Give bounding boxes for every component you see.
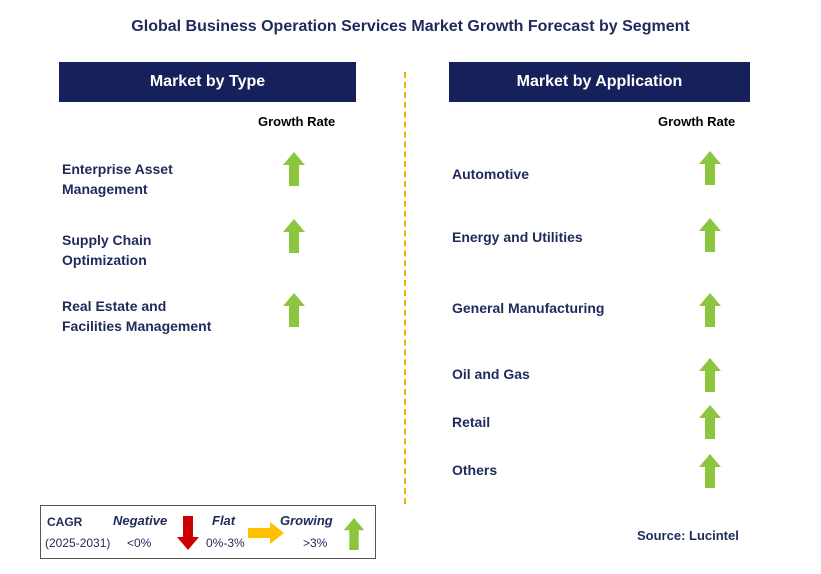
arrow-up-icon — [699, 218, 721, 252]
market-by-application-header: Market by Application — [449, 62, 750, 102]
source-label: Source: Lucintel — [637, 528, 739, 543]
arrow-up-icon — [699, 358, 721, 392]
arrow-up-icon — [283, 219, 305, 253]
arrow-up-icon — [283, 293, 305, 327]
right-growth-rate-label: Growth Rate — [658, 114, 736, 129]
legend-cagr-label: CAGR — [47, 515, 83, 529]
arrow-up-icon — [699, 454, 721, 488]
page-title: Global Business Operation Services Marke… — [131, 18, 690, 35]
type-item-real-estate-facilities-management: Real Estate and Facilities Management — [62, 298, 212, 334]
legend-flat-label: Flat — [212, 513, 236, 528]
application-item-general-manufacturing: General Manufacturing — [452, 300, 605, 316]
market-by-type-header: Market by Type — [59, 62, 356, 102]
arrow-down-icon — [177, 516, 199, 550]
arrow-up-icon — [699, 151, 721, 185]
arrow-up-icon — [699, 405, 721, 439]
application-item-oil-and-gas: Oil and Gas — [452, 366, 530, 382]
legend-period: (2025-2031) — [45, 536, 111, 550]
legend-growing-range: >3% — [303, 536, 328, 550]
cagr-legend: CAGR (2025-2031) Negative <0% Flat 0%-3%… — [40, 505, 376, 559]
type-item-enterprise-asset-management: Enterprise Asset Management — [62, 161, 173, 197]
panel-divider — [404, 72, 406, 504]
application-item-automotive: Automotive — [452, 166, 529, 182]
arrow-up-icon — [343, 518, 365, 550]
arrow-up-icon — [283, 152, 305, 186]
legend-negative-range: <0% — [127, 536, 152, 550]
arrow-right-icon — [248, 522, 284, 544]
application-item-energy-and-utilities: Energy and Utilities — [452, 229, 583, 245]
arrow-up-icon — [699, 293, 721, 327]
type-item-supply-chain-optimization: Supply Chain Optimization — [62, 232, 152, 268]
legend-growing-label: Growing — [280, 513, 333, 528]
left-growth-rate-label: Growth Rate — [258, 114, 336, 129]
application-item-retail: Retail — [452, 414, 491, 430]
application-item-others: Others — [452, 462, 498, 478]
legend-negative-label: Negative — [113, 513, 168, 528]
legend-flat-range: 0%-3% — [206, 536, 245, 550]
